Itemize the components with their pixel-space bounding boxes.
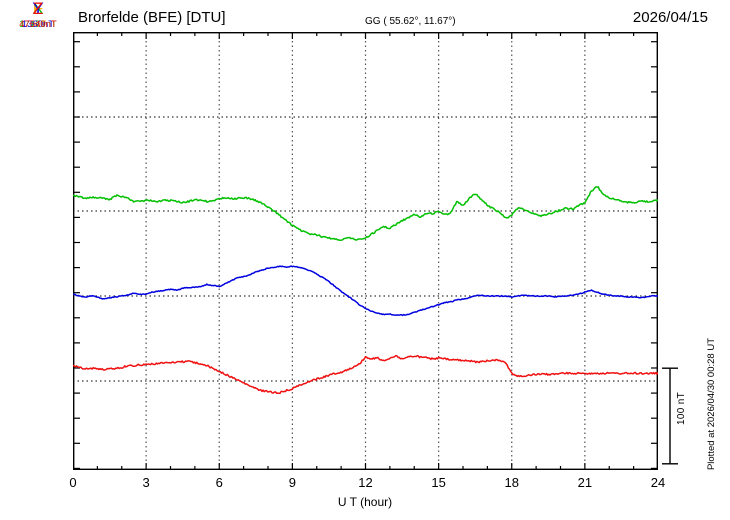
x-tick-label-3: 3 — [142, 475, 150, 490]
observation-date: 2026/04/15 — [632, 9, 708, 26]
component-label-z: Z 47540nT — [6, 0, 70, 31]
component-symbol-f: F — [32, 0, 44, 18]
x-tick-label-9: 9 — [288, 475, 296, 490]
component-symbol-y: Y — [32, 0, 44, 18]
x-tick-label-15: 15 — [431, 475, 446, 490]
component-baseline-z: 47540nT — [19, 19, 57, 30]
component-label-x: X 17170nT — [6, 0, 70, 31]
magnetogram-plot — [73, 32, 658, 470]
x-tick-label-21: 21 — [577, 475, 593, 490]
x-axis-title: U T (hour) — [337, 495, 393, 509]
component-baseline-f: 0nT — [29, 19, 47, 30]
component-baseline-x: 17170nT — [19, 19, 57, 30]
x-tick-label-6: 6 — [215, 475, 223, 490]
component-symbol-z: Z — [32, 0, 44, 18]
x-tick-label-18: 18 — [504, 475, 519, 490]
station-title: Brorfelde (BFE) [DTU] — [78, 9, 226, 26]
component-baseline-y: 1360nT — [21, 19, 55, 30]
component-symbol-x: X — [32, 0, 44, 18]
component-label-y: Y 1360nT — [6, 0, 70, 31]
x-tick-label-0: 0 — [69, 475, 77, 490]
geographic-coordinates: GG ( 55.62°, 11.67°) — [365, 16, 456, 27]
component-label-f: F 0nT — [6, 0, 70, 31]
scale-bar-icon — [662, 367, 678, 465]
x-tick-label-12: 12 — [358, 475, 373, 490]
plot-svg — [73, 32, 658, 470]
x-tick-label-24: 24 — [650, 475, 666, 490]
scale-bar-label: 100 nT — [676, 392, 687, 425]
plotted-at-timestamp: Plotted at 2026/04/30 00:28 UT — [706, 338, 717, 471]
